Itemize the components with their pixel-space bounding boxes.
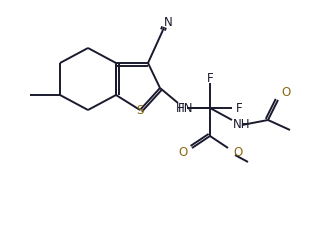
Text: F: F	[207, 71, 213, 85]
Text: O: O	[233, 147, 243, 159]
Text: HN: HN	[176, 101, 194, 115]
Text: F: F	[178, 101, 184, 115]
Text: O: O	[178, 147, 188, 159]
Text: F: F	[236, 101, 242, 115]
Text: NH: NH	[233, 119, 251, 131]
Text: S: S	[136, 103, 144, 117]
Text: N: N	[163, 17, 172, 30]
Text: O: O	[281, 87, 291, 99]
